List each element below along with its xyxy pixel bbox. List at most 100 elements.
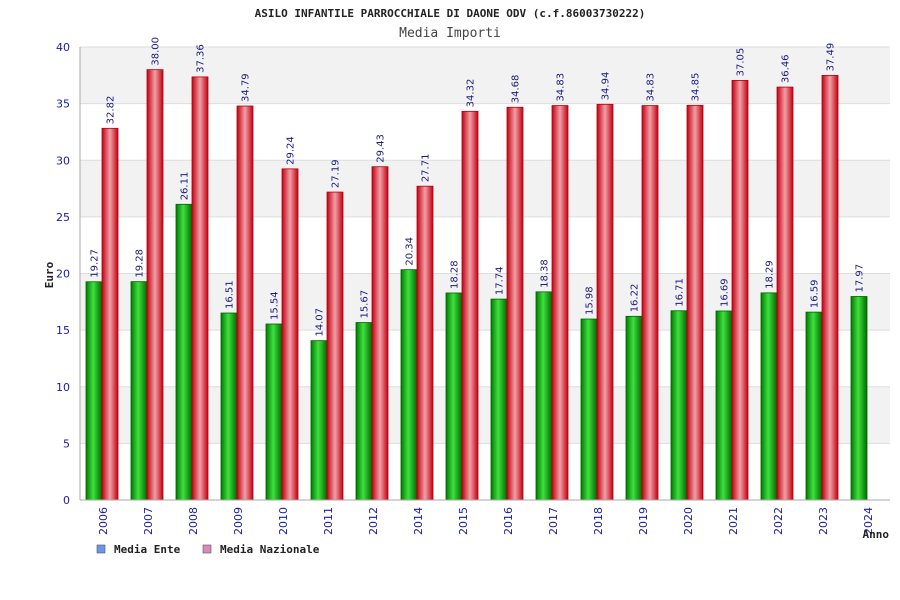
x-tick-label: 2011: [322, 507, 335, 535]
bar-media-ente-2023: [805, 311, 823, 501]
bar-media-nazionale-2020: [686, 104, 704, 501]
value-label-media-ente-2014: 20.34: [405, 237, 416, 266]
value-label-media-nazionale-2021: 37.05: [736, 48, 747, 77]
value-label-media-nazionale-2012: 29.43: [376, 134, 387, 163]
value-label-media-nazionale-2018: 34.94: [601, 72, 612, 101]
value-label-media-nazionale-2022: 36.46: [781, 54, 792, 83]
value-label-media-nazionale-2009: 34.79: [241, 73, 252, 102]
bar-media-nazionale-2007: [146, 69, 164, 501]
value-label-media-nazionale-2007: 38.00: [151, 37, 162, 66]
y-axis-label: Euro: [43, 261, 56, 288]
y-tick-label: 35: [56, 98, 70, 111]
value-label-media-ente-2020: 16.71: [675, 278, 686, 307]
bar-media-ente-2011: [310, 340, 328, 501]
value-label-media-ente-2010: 15.54: [270, 291, 281, 320]
legend-label-media-nazionale: Media Nazionale: [220, 543, 320, 556]
bar-media-nazionale-2015: [461, 110, 479, 501]
bar-media-ente-2017: [535, 291, 553, 501]
value-label-media-nazionale-2015: 34.32: [466, 79, 477, 108]
value-label-media-ente-2009: 16.51: [225, 280, 236, 309]
x-tick-label: 2019: [637, 507, 650, 535]
legend: Media Ente Media Nazionale: [96, 543, 320, 556]
value-label-media-ente-2021: 16.69: [720, 278, 731, 307]
x-tick-label: 2022: [772, 507, 785, 535]
x-tick-label: 2021: [727, 507, 740, 535]
x-tick-label: 2020: [682, 507, 695, 535]
y-tick-label: 25: [56, 211, 70, 224]
value-label-media-ente-2024: 17.97: [855, 264, 866, 293]
value-label-media-ente-2011: 14.07: [315, 308, 326, 337]
value-label-media-nazionale-2019: 34.83: [646, 73, 657, 102]
value-label-media-ente-2023: 16.59: [810, 279, 821, 308]
value-label-media-ente-2006: 19.27: [90, 249, 101, 278]
value-label-media-ente-2012: 15.67: [360, 290, 371, 319]
bar-media-ente-2018: [580, 318, 598, 501]
y-tick-label: 40: [56, 41, 70, 54]
plot-band: [80, 443, 890, 500]
chart-title: ASILO INFANTILE PARROCCHIALE DI DAONE OD…: [255, 7, 646, 20]
y-tick-label: 30: [56, 154, 70, 167]
plot-band: [80, 47, 890, 104]
bar-media-ente-2021: [715, 310, 733, 501]
bar-media-nazionale-2021: [731, 80, 749, 501]
plot-band: [80, 216, 890, 274]
legend-swatch-media-nazionale: [202, 544, 212, 554]
bar-media-ente-2020: [670, 310, 688, 501]
legend-label-media-ente: Media Ente: [114, 543, 181, 556]
x-tick-label: 2014: [412, 507, 425, 535]
bar-media-ente-2008: [175, 203, 193, 501]
x-tick-label: 2016: [502, 507, 515, 535]
value-label-media-nazionale-2006: 32.82: [106, 96, 117, 125]
bar-media-ente-2024: [850, 296, 868, 501]
bar-media-ente-2010: [265, 323, 283, 501]
x-axis-ticks: 2006 2007 2008 2009 2010 2011 2012 2014 2015 2016…: [97, 507, 875, 535]
bar-media-nazionale-2011: [326, 191, 344, 501]
bar-media-ente-2022: [760, 292, 778, 501]
x-tick-label: 2006: [97, 507, 110, 535]
bar-media-nazionale-2008: [191, 76, 209, 501]
value-label-media-nazionale-2016: 34.68: [511, 75, 522, 104]
x-tick-label: 2012: [367, 507, 380, 535]
bar-media-nazionale-2023: [821, 75, 839, 501]
bar-media-ente-2007: [130, 281, 148, 501]
bar-media-nazionale-2014: [416, 185, 434, 501]
bar-media-nazionale-2012: [371, 166, 389, 501]
x-tick-label: 2009: [232, 507, 245, 535]
x-tick-label: 2024: [862, 507, 875, 535]
bar-media-nazionale-2018: [596, 103, 614, 501]
plot-band: [80, 273, 890, 331]
value-label-media-nazionale-2010: 29.24: [286, 136, 297, 165]
bar-media-ente-2012: [355, 322, 373, 501]
value-label-media-ente-2007: 19.28: [135, 249, 146, 278]
value-label-media-ente-2016: 17.74: [495, 266, 506, 295]
x-tick-label: 2008: [187, 507, 200, 535]
plot-band: [80, 160, 890, 217]
value-label-media-ente-2008: 26.11: [180, 172, 191, 201]
bar-media-nazionale-2019: [641, 105, 659, 501]
bar-media-ente-2015: [445, 292, 463, 501]
y-tick-label: 20: [56, 268, 70, 281]
value-label-media-nazionale-2023: 37.49: [826, 43, 837, 72]
x-axis-label: Anno: [863, 528, 890, 541]
plot-band: [80, 386, 890, 444]
bar-media-ente-2014: [400, 269, 418, 501]
y-tick-label: 15: [56, 324, 70, 337]
bar-media-ente-2019: [625, 315, 643, 501]
value-label-media-nazionale-2008: 37.36: [196, 44, 207, 73]
y-tick-label: 0: [63, 494, 70, 507]
bar-media-ente-2006: [85, 281, 103, 501]
plot-background: [80, 47, 890, 500]
plot-band: [80, 330, 890, 387]
x-tick-label: 2010: [277, 507, 290, 535]
y-tick-label: 5: [63, 437, 70, 450]
plot-band: [80, 103, 890, 161]
bar-media-nazionale-2016: [506, 106, 524, 501]
bar-media-nazionale-2022: [776, 86, 794, 501]
legend-swatch-media-ente: [96, 544, 106, 554]
value-label-media-ente-2018: 15.98: [585, 286, 596, 315]
bar-media-nazionale-2010: [281, 168, 299, 501]
value-labels: 19.27 32.82 19.28 38.00 26.11 37.36 16.51 34.79…: [90, 37, 866, 337]
x-tick-label: 2023: [817, 507, 830, 535]
value-label-media-ente-2015: 18.28: [450, 260, 461, 289]
bar-media-nazionale-2006: [101, 127, 119, 501]
